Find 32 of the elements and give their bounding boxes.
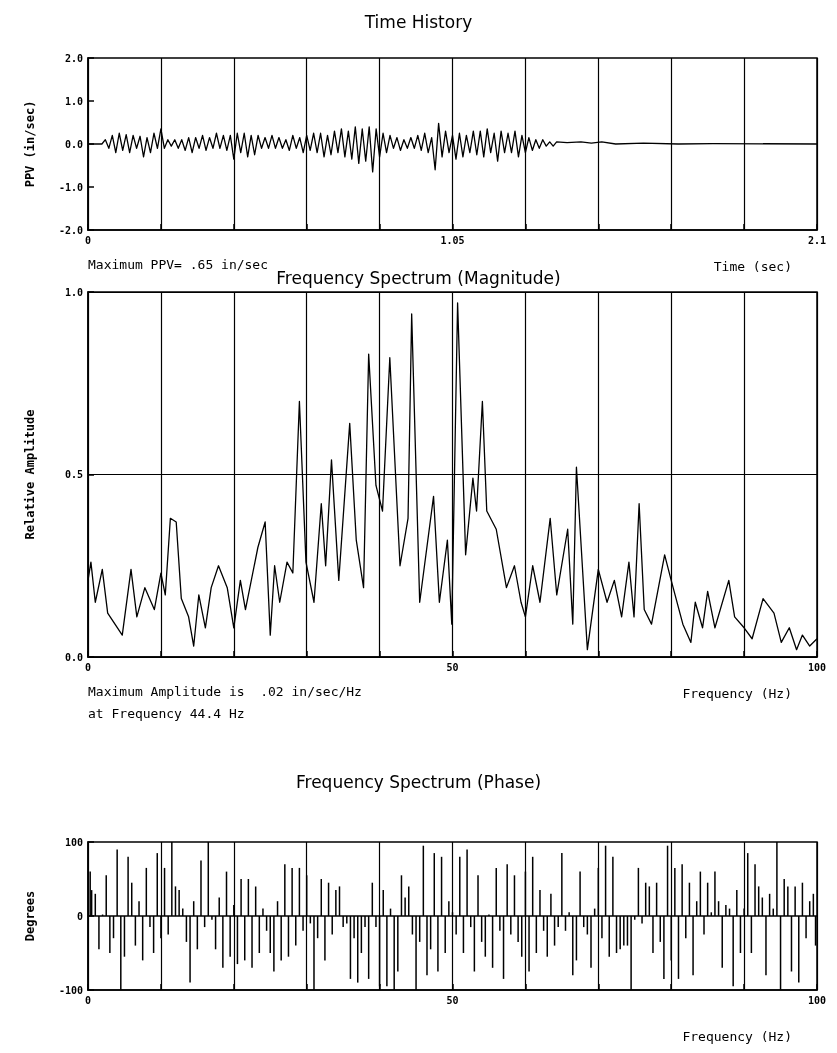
y-tick-label: -1.0 <box>58 181 83 193</box>
x-tick-label: 50 <box>446 994 459 1006</box>
x-axis-title: Frequency (Hz) <box>682 1029 792 1044</box>
text: at Frequency 44.4 Hz <box>88 706 245 721</box>
x-axis-title: Time (sec) <box>713 259 793 274</box>
x-axis-title: Frequency (Hz) <box>682 686 792 701</box>
y-tick-label: -100 <box>58 984 83 996</box>
x-tick-label: 0 <box>84 994 92 1006</box>
y-axis-title: Degrees <box>23 890 37 942</box>
y-axis-title: Relative Amplitude <box>23 409 37 540</box>
chart-title: Frequency Spectrum (Phase) <box>295 771 542 792</box>
x-tick-label: 2.1 <box>807 234 827 246</box>
text: Maximum Amplitude is .02 in/sec/Hz <box>88 684 362 699</box>
y-tick-label: 1.0 <box>64 95 83 107</box>
chart-title: Frequency Spectrum (Magnitude) <box>276 267 561 288</box>
x-tick-label: 0 <box>84 661 92 673</box>
y-tick-label: -2.0 <box>58 224 83 236</box>
x-tick-label: 50 <box>446 661 459 673</box>
x-tick-label: 100 <box>807 994 827 1006</box>
y-tick-label: 0 <box>76 910 83 922</box>
y-tick-label: 100 <box>64 836 83 848</box>
y-axis-title: PPV (in/sec) <box>23 100 37 188</box>
y-tick-label: 2.0 <box>64 52 83 64</box>
y-tick-label: 1.0 <box>64 286 83 298</box>
chart-title: Time History <box>363 11 473 32</box>
text: Maximum PPV= .65 in/sec <box>88 257 269 272</box>
x-tick-label: 1.05 <box>440 234 465 246</box>
y-tick-label: 0.0 <box>64 138 83 150</box>
x-tick-label: 0 <box>84 234 92 246</box>
y-tick-label: 0.0 <box>64 651 83 663</box>
x-tick-label: 100 <box>807 661 827 673</box>
y-tick-label: 0.5 <box>64 469 83 480</box>
